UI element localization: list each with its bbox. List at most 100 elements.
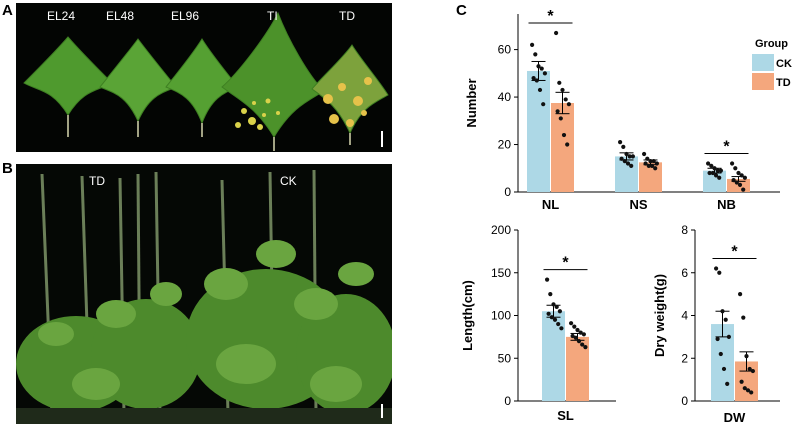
data-point <box>624 151 629 157</box>
data-point <box>749 390 754 395</box>
data-point <box>726 334 732 339</box>
data-point <box>539 66 544 71</box>
x-tick-label-nl: NL <box>542 197 559 212</box>
data-point <box>742 175 748 180</box>
photo-a-label-ti: TI <box>267 9 278 23</box>
photo-a-label-el48: EL48 <box>106 9 135 23</box>
data-point <box>536 64 541 69</box>
legend-label-td: TD <box>776 77 791 89</box>
data-point <box>645 156 650 161</box>
data-point <box>537 87 543 93</box>
data-point <box>715 336 720 342</box>
data-point <box>710 170 715 176</box>
y-tick-label: 0 <box>681 394 688 408</box>
legend-label-ck: CK <box>776 58 792 70</box>
significance-star: * <box>547 8 554 25</box>
y-tick-label: 100 <box>491 309 511 323</box>
data-point <box>706 161 711 166</box>
bar-ck-dw <box>711 324 734 401</box>
data-point <box>712 166 717 171</box>
data-point <box>723 317 728 322</box>
data-point <box>622 159 627 164</box>
data-point <box>642 151 647 157</box>
data-point <box>733 166 738 171</box>
y-tick-label: 20 <box>498 138 512 152</box>
data-point <box>649 163 655 168</box>
data-point <box>739 379 744 384</box>
photo-b-label-td: TD <box>89 174 105 188</box>
data-point <box>737 182 743 187</box>
y-tick-label: 40 <box>498 90 512 104</box>
data-point <box>741 187 746 192</box>
data-point <box>742 386 747 391</box>
data-point <box>546 311 551 316</box>
data-point <box>557 80 562 85</box>
y-tick-label: 0 <box>504 185 511 199</box>
data-point <box>555 109 560 114</box>
data-point <box>549 315 554 320</box>
data-point <box>621 144 626 150</box>
data-point <box>554 30 559 36</box>
y-tick-label: 6 <box>681 266 688 280</box>
data-point <box>648 159 653 164</box>
data-point <box>548 292 553 297</box>
panel-label-b: B <box>2 160 13 177</box>
significance-star: * <box>723 139 730 156</box>
data-point <box>530 42 535 47</box>
y-axis-label: Dry weight(g) <box>652 274 667 357</box>
data-point <box>580 342 585 347</box>
photo-a-label-el96: EL96 <box>171 9 200 23</box>
data-point <box>618 140 623 145</box>
data-point <box>575 327 580 333</box>
data-point <box>583 345 588 350</box>
data-point <box>619 156 624 161</box>
data-point <box>717 175 722 180</box>
data-point <box>731 178 736 183</box>
data-point <box>646 163 651 168</box>
photo-a-label-el24: EL24 <box>47 9 76 23</box>
bar-td-sl <box>566 336 589 401</box>
data-point <box>554 304 559 310</box>
chart-length: 0 50 100 150 200 Length(cm) SL * <box>460 223 616 423</box>
x-tick-label-sl: SL <box>557 408 574 423</box>
data-point <box>565 142 570 147</box>
data-point <box>569 321 574 326</box>
legend-title: Group <box>755 38 788 50</box>
panel-label-a: A <box>2 2 13 19</box>
data-point <box>709 163 714 168</box>
data-point <box>720 309 725 314</box>
data-point <box>744 354 749 359</box>
chart-number: 0 20 40 60 Number NL * NS NB * <box>464 8 780 212</box>
data-point <box>630 154 636 159</box>
x-tick-label-dw: DW <box>724 410 746 425</box>
data-point <box>573 335 578 340</box>
data-point <box>741 315 746 320</box>
data-point <box>725 381 730 386</box>
data-point <box>563 97 568 102</box>
y-tick-label: 50 <box>498 351 512 365</box>
data-point <box>561 132 567 138</box>
data-point <box>717 270 722 275</box>
data-point <box>718 168 724 173</box>
data-point <box>730 161 735 166</box>
legend-swatch-td <box>752 73 774 90</box>
data-point <box>721 366 727 372</box>
data-point <box>552 317 558 322</box>
y-tick-label: 200 <box>491 223 511 237</box>
data-point <box>715 168 720 173</box>
data-point <box>557 309 563 314</box>
y-tick-label: 2 <box>681 351 688 365</box>
data-point <box>736 170 741 176</box>
bar-ck-nl <box>527 70 550 192</box>
data-point <box>578 330 583 335</box>
y-tick-label: 60 <box>498 43 512 57</box>
data-point <box>556 321 561 327</box>
legend-swatch-ck <box>752 54 774 71</box>
data-point <box>542 71 548 76</box>
data-point <box>531 75 536 81</box>
bar-td-nl <box>551 103 574 192</box>
data-point <box>654 161 660 166</box>
data-point <box>629 163 634 168</box>
data-point <box>651 159 656 164</box>
leaf-photo: EL24 EL48 EL96 TI TD <box>16 3 392 152</box>
